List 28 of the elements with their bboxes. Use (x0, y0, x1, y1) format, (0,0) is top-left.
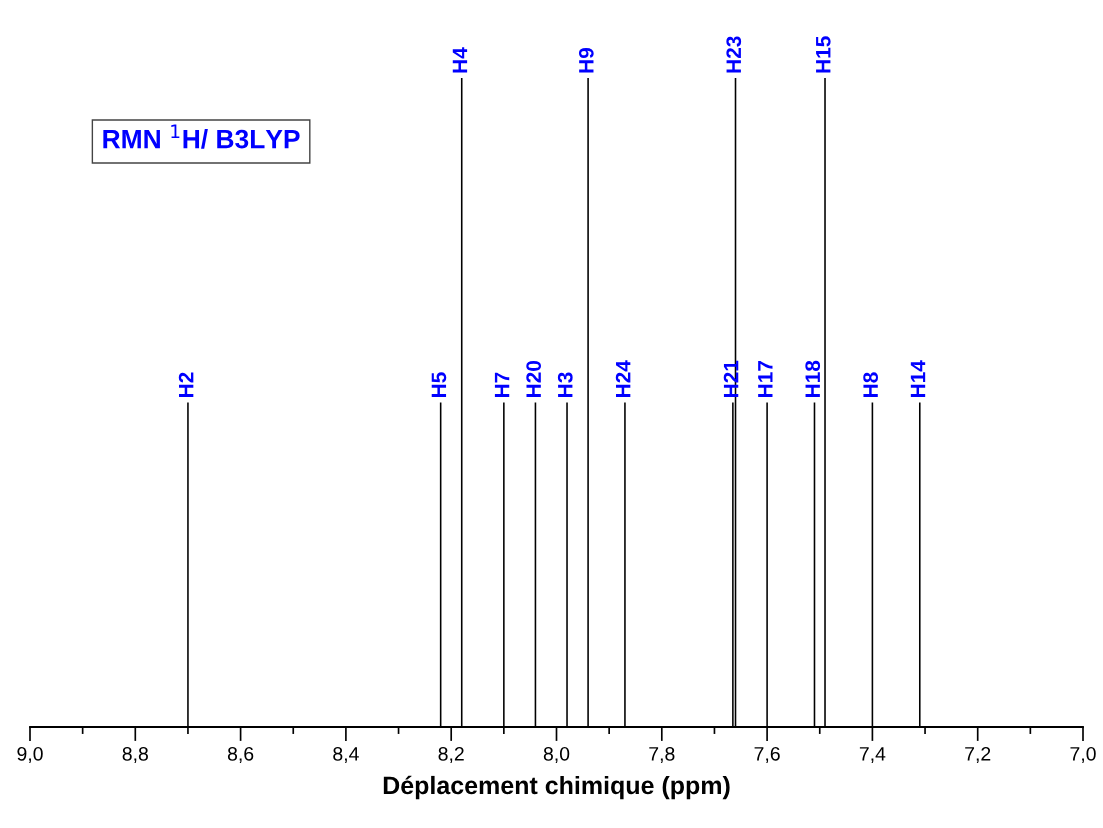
x-tick-label: 8,0 (543, 746, 570, 764)
annotation: H24 (615, 360, 631, 397)
annotation: H8 (863, 372, 878, 397)
x-tick-label: 8,4 (333, 746, 359, 764)
x-tick-label: 7,2 (965, 746, 991, 764)
annotation: H20 (526, 360, 542, 397)
x-tick-label: 8,8 (122, 746, 148, 764)
x-tick-label: 7,6 (754, 746, 780, 764)
annotation: H7 (494, 372, 510, 397)
x-axis-title: Déplacement chimique (ppm) (383, 775, 730, 800)
annotation: H21 (723, 360, 739, 397)
annotation: H4 (452, 47, 468, 73)
x-tick-label: 8,2 (438, 746, 464, 764)
annotation: H15 (816, 36, 831, 73)
annotation: H18 (805, 360, 821, 397)
x-tick-label: 7,4 (859, 747, 886, 764)
annotation: H9 (578, 48, 594, 73)
x-tick-label: 9,0 (17, 746, 43, 764)
annotation: H17 (758, 361, 773, 397)
annotation: H23 (726, 36, 742, 73)
x-tick-label: 7,8 (649, 746, 675, 764)
annotation: H14 (910, 360, 926, 397)
annotation: RMN $^{1}$H/ B3LYP (103, 124, 300, 149)
annotation: H5 (431, 372, 447, 397)
annotation: H3 (557, 372, 573, 397)
x-tick-label: 8,6 (227, 746, 254, 764)
x-tick-label: 7,0 (1070, 746, 1096, 764)
annotation: H2 (178, 372, 194, 397)
